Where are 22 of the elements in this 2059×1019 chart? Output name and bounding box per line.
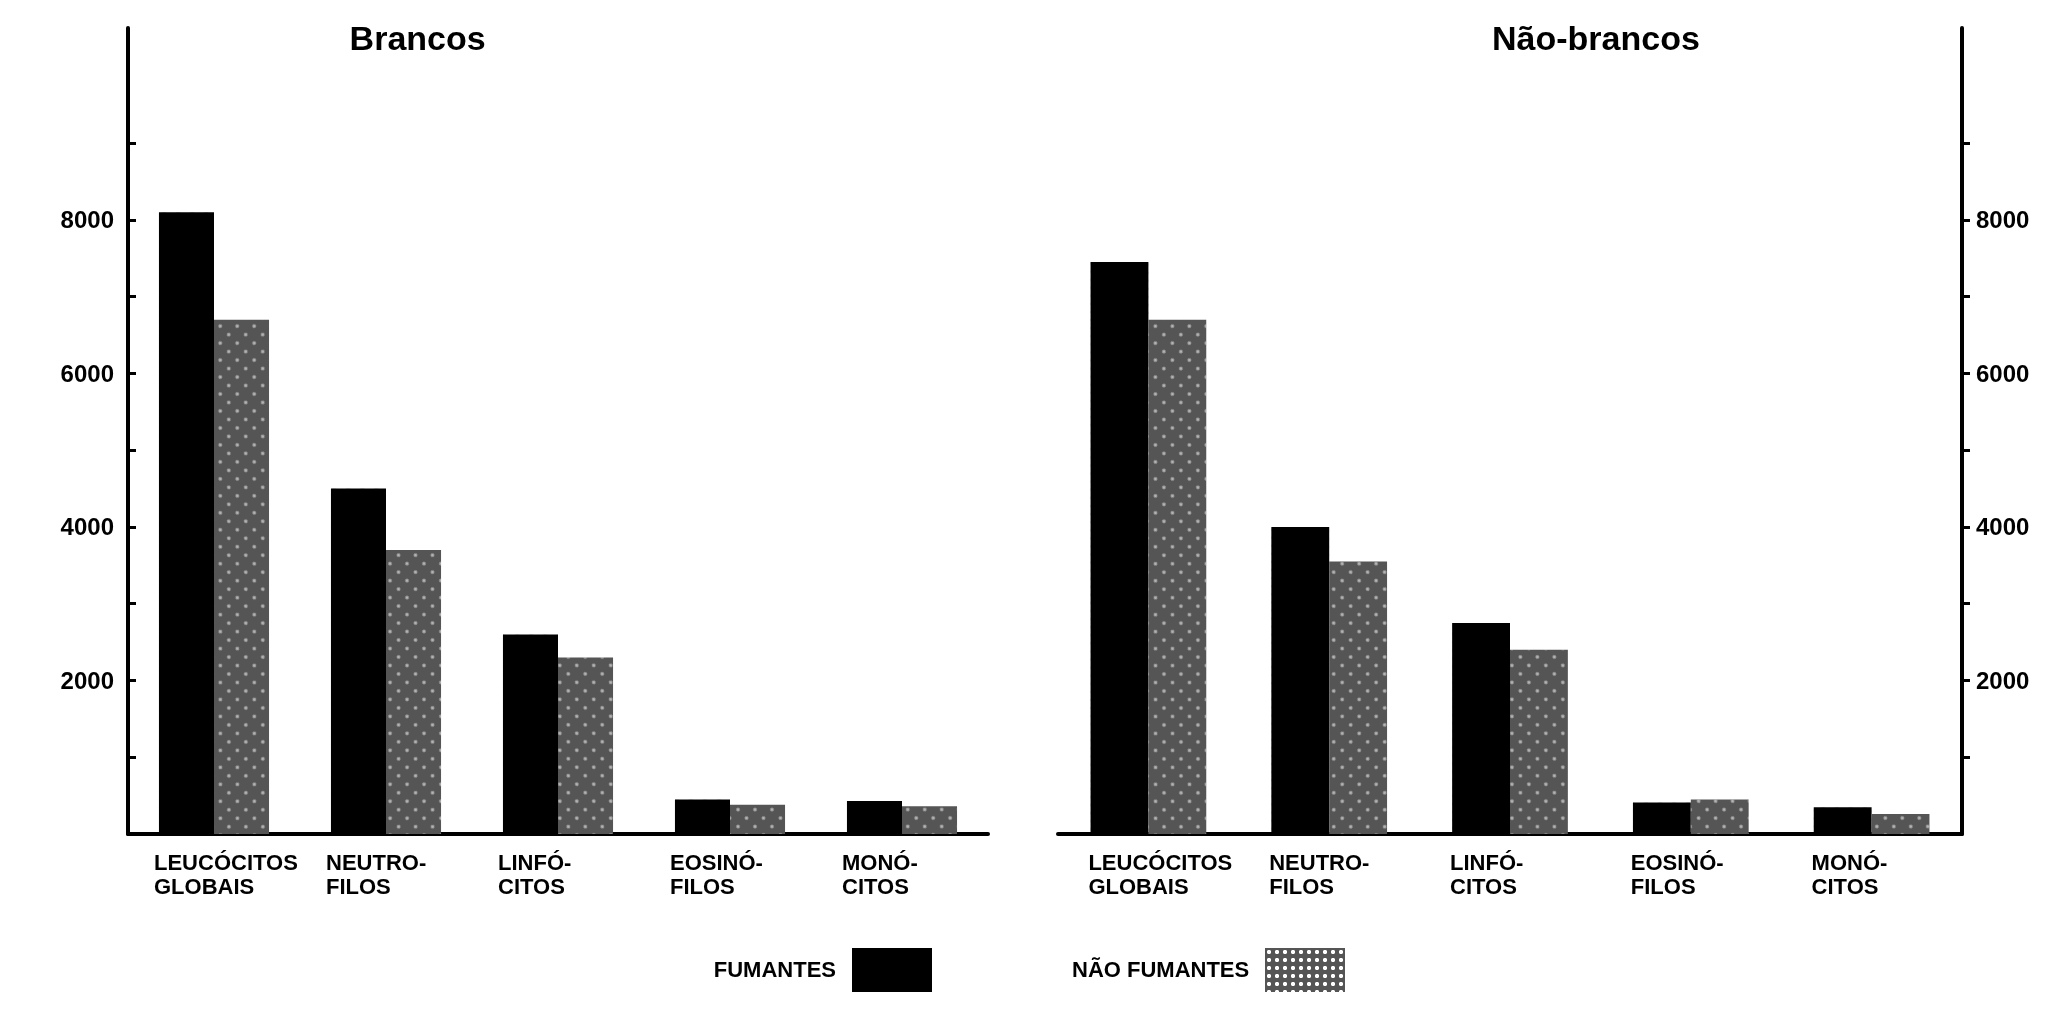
y2-tick-label: 8000 (1976, 206, 2030, 234)
x-tick-label: LINFÓ- CITOS (498, 849, 572, 899)
x-tick-label: MONÓ- CITOS (842, 849, 918, 899)
y2-tick-label: 6000 (1976, 359, 2030, 387)
y2-tick-label: 4000 (1976, 513, 2030, 541)
legend-label: NÃO FUMANTES (1072, 957, 1250, 983)
x-tick-label: NEUTRO- FILOS (326, 849, 427, 899)
x-tick-label: LINFÓ- CITOS (1450, 849, 1524, 899)
y-tick-label: 8000 (60, 206, 114, 234)
legend-label: FUMANTES (713, 957, 836, 983)
y-tick-label: 2000 (60, 666, 114, 694)
y-tick-label: 6000 (60, 359, 114, 387)
x-tick-label: LEUCÓCITOS GLOBAIS (1088, 849, 1233, 899)
x-tick-label: MONÓ- CITOS (1811, 849, 1888, 899)
y-tick-label: 4000 (60, 513, 114, 541)
chart-title: Não-brancos (1492, 19, 1700, 57)
x-tick-label: LEUCÓCITOS GLOBAIS (154, 849, 298, 899)
y2-tick-label: 2000 (1976, 666, 2030, 694)
x-tick-label: EOSINÓ- FILOS (1630, 849, 1724, 899)
chart-title: Brancos (349, 19, 486, 57)
x-tick-label: NEUTRO- FILOS (1269, 849, 1370, 899)
x-tick-label: EOSINÓ- FILOS (670, 849, 763, 899)
